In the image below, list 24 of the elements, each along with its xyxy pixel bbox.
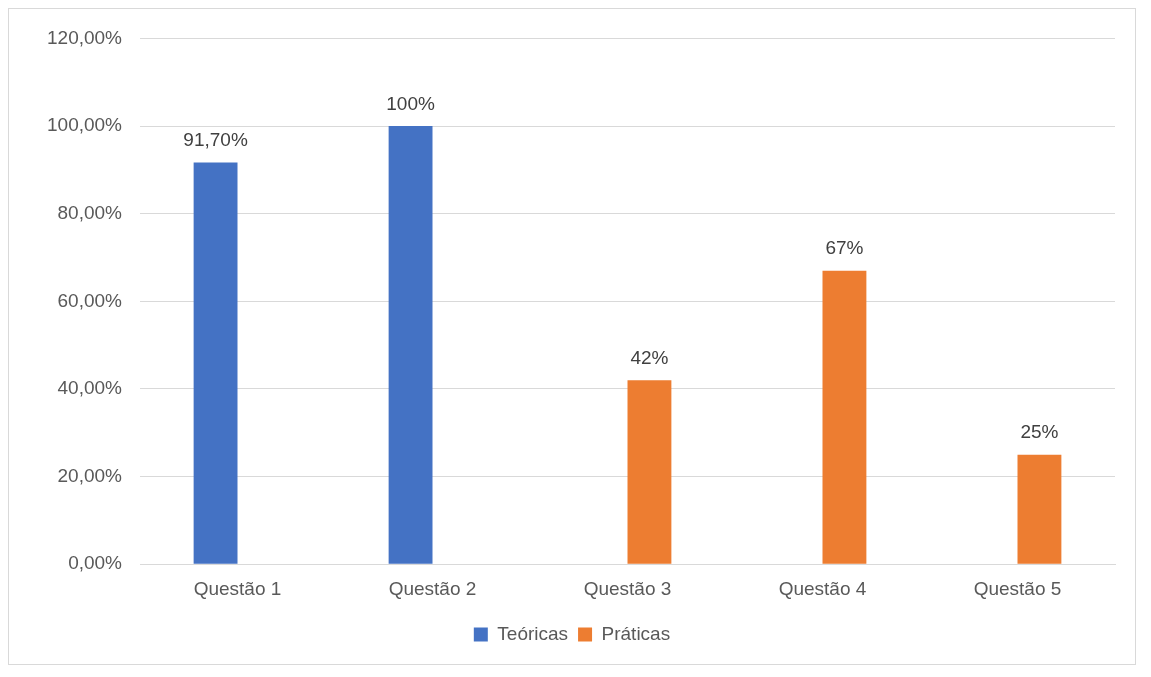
data-label: 91,70%: [183, 129, 248, 151]
y-tick-label: 80,00%: [57, 201, 123, 223]
bar: [1017, 454, 1062, 564]
data-label: 100%: [386, 92, 435, 114]
bar: [627, 380, 672, 564]
legend-label: Teóricas: [497, 622, 569, 644]
data-label: 67%: [825, 237, 864, 259]
data-label: 25%: [1020, 421, 1059, 443]
y-tick-label: 120,00%: [46, 26, 123, 48]
y-tick-label: 100,00%: [46, 114, 123, 136]
legend-label: Práticas: [601, 622, 671, 644]
bar: [388, 126, 433, 564]
x-tick-label: Questão 1: [193, 577, 282, 599]
data-label: 42%: [630, 346, 669, 368]
x-tick-label: Questão 5: [973, 577, 1062, 599]
x-tick-label: Questão 3: [583, 577, 672, 599]
y-tick-label: 20,00%: [57, 464, 123, 486]
y-tick-label: 0,00%: [68, 552, 123, 574]
bar: [193, 162, 238, 564]
bar: [822, 270, 867, 564]
x-tick-label: Questão 4: [778, 577, 867, 599]
x-tick-label: Questão 2: [388, 577, 477, 599]
y-tick-label: 60,00%: [57, 289, 123, 311]
y-tick-label: 40,00%: [57, 377, 123, 399]
